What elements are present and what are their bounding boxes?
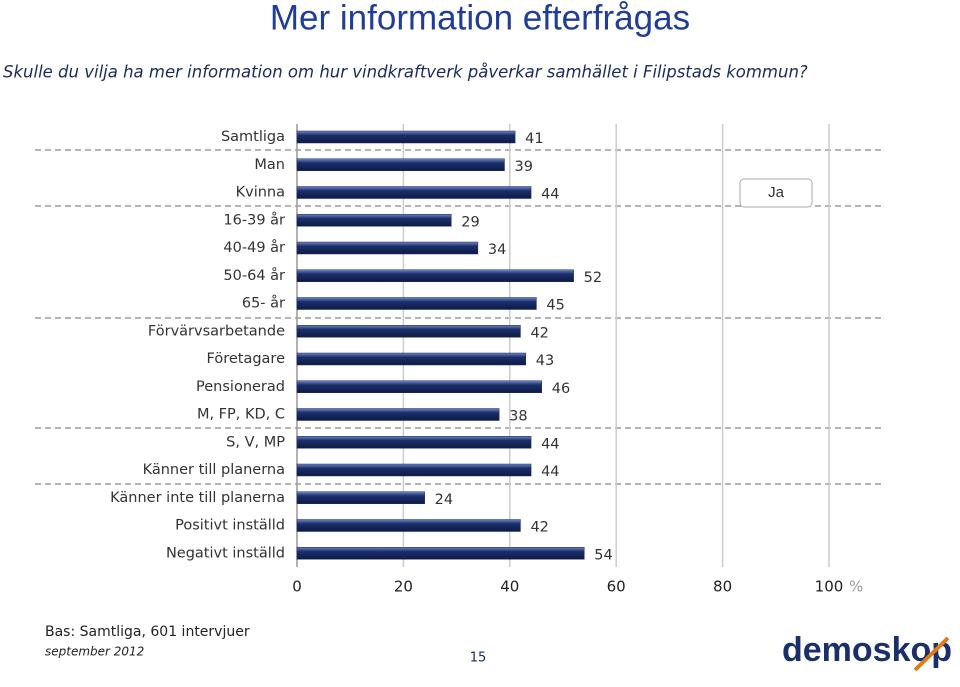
y-tick-label: Känner inte till planerna [110,490,285,506]
separators [35,149,885,485]
logo-mark [913,636,950,672]
value-label: 44 [541,464,559,480]
value-label: 42 [530,325,548,341]
y-tick-label: Känner till planerna [143,462,285,478]
footer-date: september 2012 [45,645,144,659]
x-tick-label: 20 [394,578,413,596]
y-tick-label: Företagare [207,351,286,367]
bar [296,214,452,227]
value-label: 45 [546,298,564,314]
y-tick-label: 65- år [242,295,285,312]
value-label: 46 [552,381,570,397]
y-tick-label: Pensionerad [196,379,285,395]
value-label: 43 [536,353,554,369]
value-label: 44 [541,436,559,452]
subtitle: Skulle du vilja ha mer information om hu… [3,63,808,82]
bar [296,436,532,449]
bar [296,241,479,255]
logo: demoskop [782,631,952,669]
bar [296,463,532,477]
value-label: 52 [584,270,602,286]
bar [296,186,532,199]
legend-label: Ja [768,184,785,201]
legend-box [739,178,813,208]
bar [296,158,505,171]
value-label: 24 [435,492,453,508]
y-tick-label: 16-39 år [223,211,285,228]
bar [296,130,516,144]
value-label: 29 [461,214,479,230]
x-tick-label: 40 [500,578,519,596]
value-label: 38 [509,409,527,425]
y-tick-label: Positivt inställd [175,518,285,534]
x-tick-label: 100 [815,578,844,596]
x-tick-label: 60 [607,578,626,596]
value-label: 54 [594,547,612,563]
value-label: 41 [525,131,543,147]
bar [296,297,537,310]
x-axis-unit: % [849,578,863,596]
y-tick-label: 50-64 år [223,267,285,284]
value-label: 34 [488,242,506,258]
bar [296,325,521,338]
y-tick-label: Negativt inställd [166,545,285,561]
bar [296,547,585,560]
bar [296,408,500,421]
y-tick-label: M, FP, KD, C [197,407,285,423]
y-tick-label: 40-49 år [223,239,285,256]
y-tick-label: Samtliga [221,129,285,145]
y-tick-label: Förvärvsarbetande [148,323,285,339]
x-tick-label: 0 [292,578,302,596]
bar [296,491,425,504]
bar [296,519,521,532]
title: Mer information efterfrågas [270,0,690,37]
value-label: 39 [514,159,532,175]
y-tick-label: Man [254,157,285,173]
value-label: 44 [541,187,559,203]
page-number: 15 [470,651,487,666]
bar [296,269,574,282]
y-tick-label: S, V, MP [226,434,285,450]
bar [296,352,527,366]
footer-base: Bas: Samtliga, 601 intervjuer [45,624,250,640]
y-tick-label: Kvinna [236,185,285,201]
value-label: 42 [530,520,548,536]
bar [296,380,542,393]
x-tick-label: 80 [713,578,732,596]
